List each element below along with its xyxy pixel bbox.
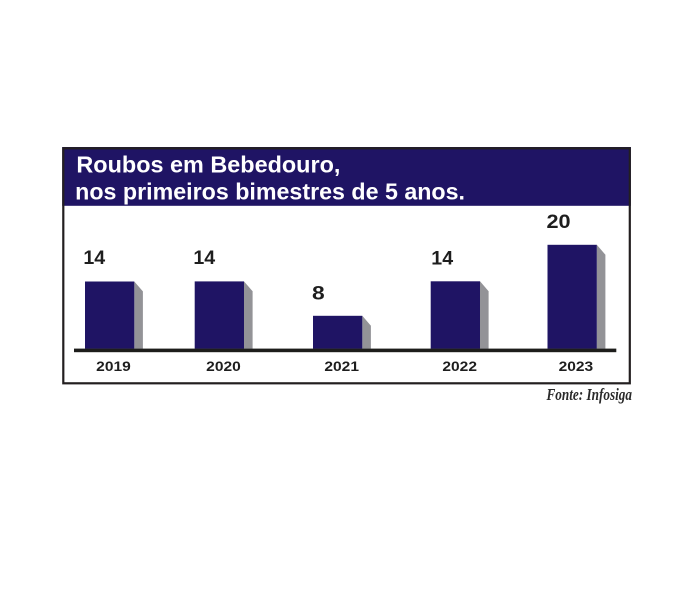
svg-text:14: 14 (83, 248, 105, 269)
svg-text:2023: 2023 (559, 358, 594, 374)
svg-text:8: 8 (312, 284, 325, 305)
svg-text:nos primeiros bimestres de 5 a: nos primeiros bimestres de 5 anos. (75, 179, 465, 205)
svg-text:20: 20 (547, 212, 571, 233)
svg-text:2022: 2022 (442, 358, 477, 374)
svg-text:14: 14 (431, 248, 453, 269)
svg-text:14: 14 (193, 248, 215, 269)
svg-text:2019: 2019 (96, 358, 131, 374)
svg-text:Fonte: Infosiga: Fonte: Infosiga (546, 385, 633, 404)
svg-text:2020: 2020 (206, 358, 241, 374)
svg-text:Roubos em Bebedouro,: Roubos em Bebedouro, (76, 152, 340, 178)
svg-text:2021: 2021 (324, 358, 359, 374)
